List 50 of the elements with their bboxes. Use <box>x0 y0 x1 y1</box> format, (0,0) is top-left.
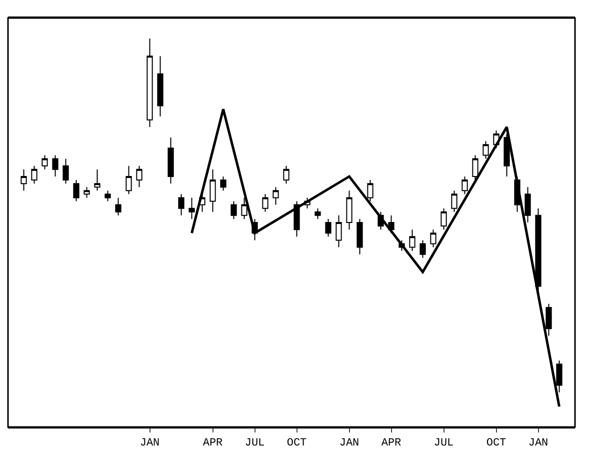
candlestick <box>325 218 332 238</box>
x-tick-label: APR <box>202 438 224 450</box>
candlestick <box>451 190 458 212</box>
candlestick <box>462 176 468 195</box>
candlestick <box>440 208 447 230</box>
candlestick <box>472 154 478 181</box>
candlestick <box>220 176 226 192</box>
candlestick <box>168 137 174 184</box>
x-tick-label: JAN <box>339 438 360 450</box>
candlestick <box>115 197 122 216</box>
candlestick <box>52 154 58 177</box>
candlestick <box>178 194 184 216</box>
candlestick <box>136 165 142 188</box>
candlestick <box>420 240 426 258</box>
candlestick <box>241 197 248 220</box>
candlestick <box>157 56 164 117</box>
x-tick-label: OCT <box>286 438 308 450</box>
candlestick <box>409 229 416 252</box>
candlestick <box>84 186 90 198</box>
candlestick <box>210 168 216 212</box>
x-tick-label: APR <box>381 438 402 450</box>
candlestick <box>367 180 374 202</box>
candlestick <box>314 208 321 220</box>
candlestick <box>126 165 132 195</box>
candlestick <box>94 168 100 192</box>
candlestick <box>104 190 111 202</box>
candlestick <box>504 134 510 177</box>
candlestick <box>230 200 237 220</box>
x-tick-label: JUL <box>434 438 454 450</box>
candlestick <box>42 154 48 170</box>
candlestick <box>62 158 69 184</box>
candlestick <box>31 165 38 184</box>
candlestick <box>346 190 352 230</box>
candlestick <box>482 140 489 160</box>
candlestick <box>20 168 27 192</box>
x-tick-label: JAN <box>528 438 548 450</box>
candlestick <box>356 218 363 255</box>
candlestick <box>262 194 268 212</box>
candlestick <box>546 303 552 336</box>
candlestick <box>524 186 531 223</box>
candlestick <box>272 186 279 206</box>
candlestick <box>336 214 342 248</box>
x-tick-label: OCT <box>486 438 507 450</box>
candlestick <box>283 165 290 184</box>
candlestick <box>73 180 80 202</box>
candlestick <box>430 229 436 248</box>
candlestick <box>294 200 300 238</box>
x-tick-label: JAN <box>140 438 160 450</box>
candlestick <box>146 38 153 128</box>
x-tick-label: JUL <box>244 438 265 450</box>
